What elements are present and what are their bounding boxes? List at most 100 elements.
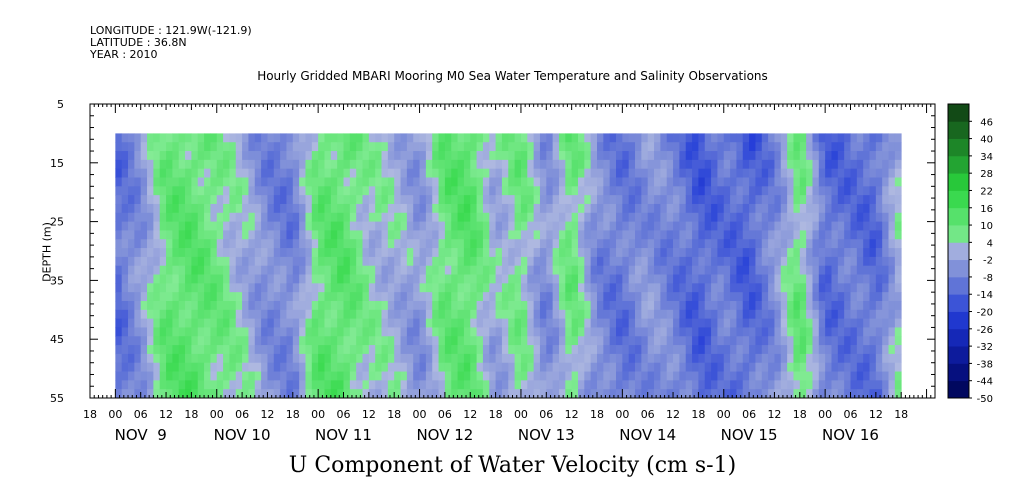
heatmap-cell: [780, 195, 788, 205]
heatmap-cell: [730, 327, 737, 337]
heatmap-cell: [679, 142, 687, 152]
heatmap-cell: [324, 248, 332, 258]
heatmap-cell: [622, 371, 630, 381]
heatmap-cell: [520, 327, 528, 337]
colorbar-label: -32: [977, 342, 993, 353]
heatmap-cell: [292, 142, 300, 152]
heatmap-cell: [463, 256, 471, 267]
heatmap-cell: [330, 353, 338, 364]
heatmap-cell: [628, 142, 636, 152]
heatmap-cell: [337, 177, 344, 187]
heatmap-cell: [128, 177, 135, 187]
heatmap-cell: [622, 142, 630, 152]
heatmap-cell: [552, 380, 560, 390]
heatmap-cell: [730, 371, 737, 381]
heatmap-cell: [463, 380, 471, 390]
heatmap-cell: [286, 274, 294, 284]
heatmap-cell: [818, 389, 826, 399]
heatmap-cell: [882, 221, 889, 231]
heatmap-cell: [299, 274, 306, 284]
heatmap-cell: [280, 195, 287, 205]
heatmap-cell: [673, 256, 680, 267]
heatmap-cell: [685, 300, 693, 311]
heatmap-cell: [299, 371, 306, 381]
heatmap-cell: [863, 230, 870, 240]
heatmap-cell: [894, 239, 902, 249]
heatmap-cell: [286, 195, 294, 205]
colorbar-band: [948, 363, 969, 382]
heatmap-cell: [305, 142, 313, 152]
heatmap-cell: [210, 283, 218, 293]
heatmap-cell: [793, 177, 801, 187]
heatmap-cell: [299, 283, 306, 293]
heatmap-cell: [780, 318, 788, 328]
heatmap-cell: [337, 248, 344, 258]
heatmap-cell: [818, 371, 826, 381]
heatmap-cell: [482, 239, 490, 249]
heatmap-cell: [711, 239, 718, 249]
heatmap-cell: [267, 168, 275, 178]
heatmap-cell: [869, 221, 877, 231]
heatmap-cell: [191, 133, 199, 143]
heatmap-cell: [216, 142, 224, 152]
heatmap-cell: [856, 345, 864, 355]
heatmap-cell: [324, 380, 332, 390]
heatmap-cell: [774, 371, 782, 381]
heatmap-cell: [679, 300, 687, 311]
heatmap-cell: [318, 248, 325, 258]
heatmap-cell: [730, 151, 737, 161]
heatmap-cell: [489, 362, 496, 372]
heatmap-cell: [571, 151, 579, 161]
heatmap-cell: [495, 274, 503, 284]
heatmap-cell: [577, 142, 585, 152]
heatmap-cell: [622, 362, 630, 372]
heatmap-cell: [787, 292, 794, 302]
heatmap-cell: [806, 353, 813, 364]
heatmap-cell: [584, 159, 592, 170]
heatmap-cell: [343, 168, 351, 178]
heatmap-cell: [812, 336, 820, 346]
heatmap-cell: [349, 168, 357, 178]
heatmap-cell: [628, 186, 636, 196]
heatmap-cell: [400, 292, 408, 302]
heatmap-cell: [305, 265, 313, 275]
heatmap-cell: [204, 221, 211, 231]
heatmap-cell: [121, 203, 129, 214]
heatmap-cell: [730, 362, 737, 372]
heatmap-cell: [565, 177, 573, 187]
heatmap-cell: [204, 318, 211, 328]
heatmap-cell: [660, 230, 668, 240]
heatmap-cell: [508, 159, 516, 170]
colorbar-label: -50: [977, 394, 993, 405]
heatmap-cell: [172, 248, 180, 258]
heatmap-cell: [514, 336, 522, 346]
heatmap-cell: [381, 283, 389, 293]
heatmap-cell: [115, 265, 123, 275]
heatmap-cell: [799, 142, 807, 152]
heatmap-cell: [692, 309, 699, 320]
heatmap-cell: [850, 353, 858, 364]
heatmap-cell: [774, 309, 782, 320]
heatmap-cell: [223, 309, 230, 320]
heatmap-cell: [444, 248, 452, 258]
heatmap-cell: [489, 327, 496, 337]
heatmap-cell: [387, 151, 395, 161]
heatmap-cell: [508, 248, 516, 258]
heatmap-cell: [793, 274, 801, 284]
heatmap-cell: [552, 151, 560, 161]
heatmap-cell: [223, 256, 230, 267]
heatmap-cell: [242, 159, 249, 170]
heatmap-cell: [742, 256, 750, 267]
heatmap-cell: [679, 309, 687, 320]
heatmap-cell: [679, 327, 687, 337]
heatmap-cell: [654, 327, 661, 337]
heatmap-cell: [863, 212, 870, 222]
heatmap-cell: [533, 362, 541, 372]
heatmap-cell: [292, 186, 300, 196]
heatmap-cell: [489, 221, 496, 231]
heatmap-cell: [286, 248, 294, 258]
heatmap-cell: [381, 318, 389, 328]
heatmap-cell: [166, 186, 173, 196]
heatmap-cell: [159, 309, 167, 320]
heatmap-cell: [438, 256, 446, 267]
